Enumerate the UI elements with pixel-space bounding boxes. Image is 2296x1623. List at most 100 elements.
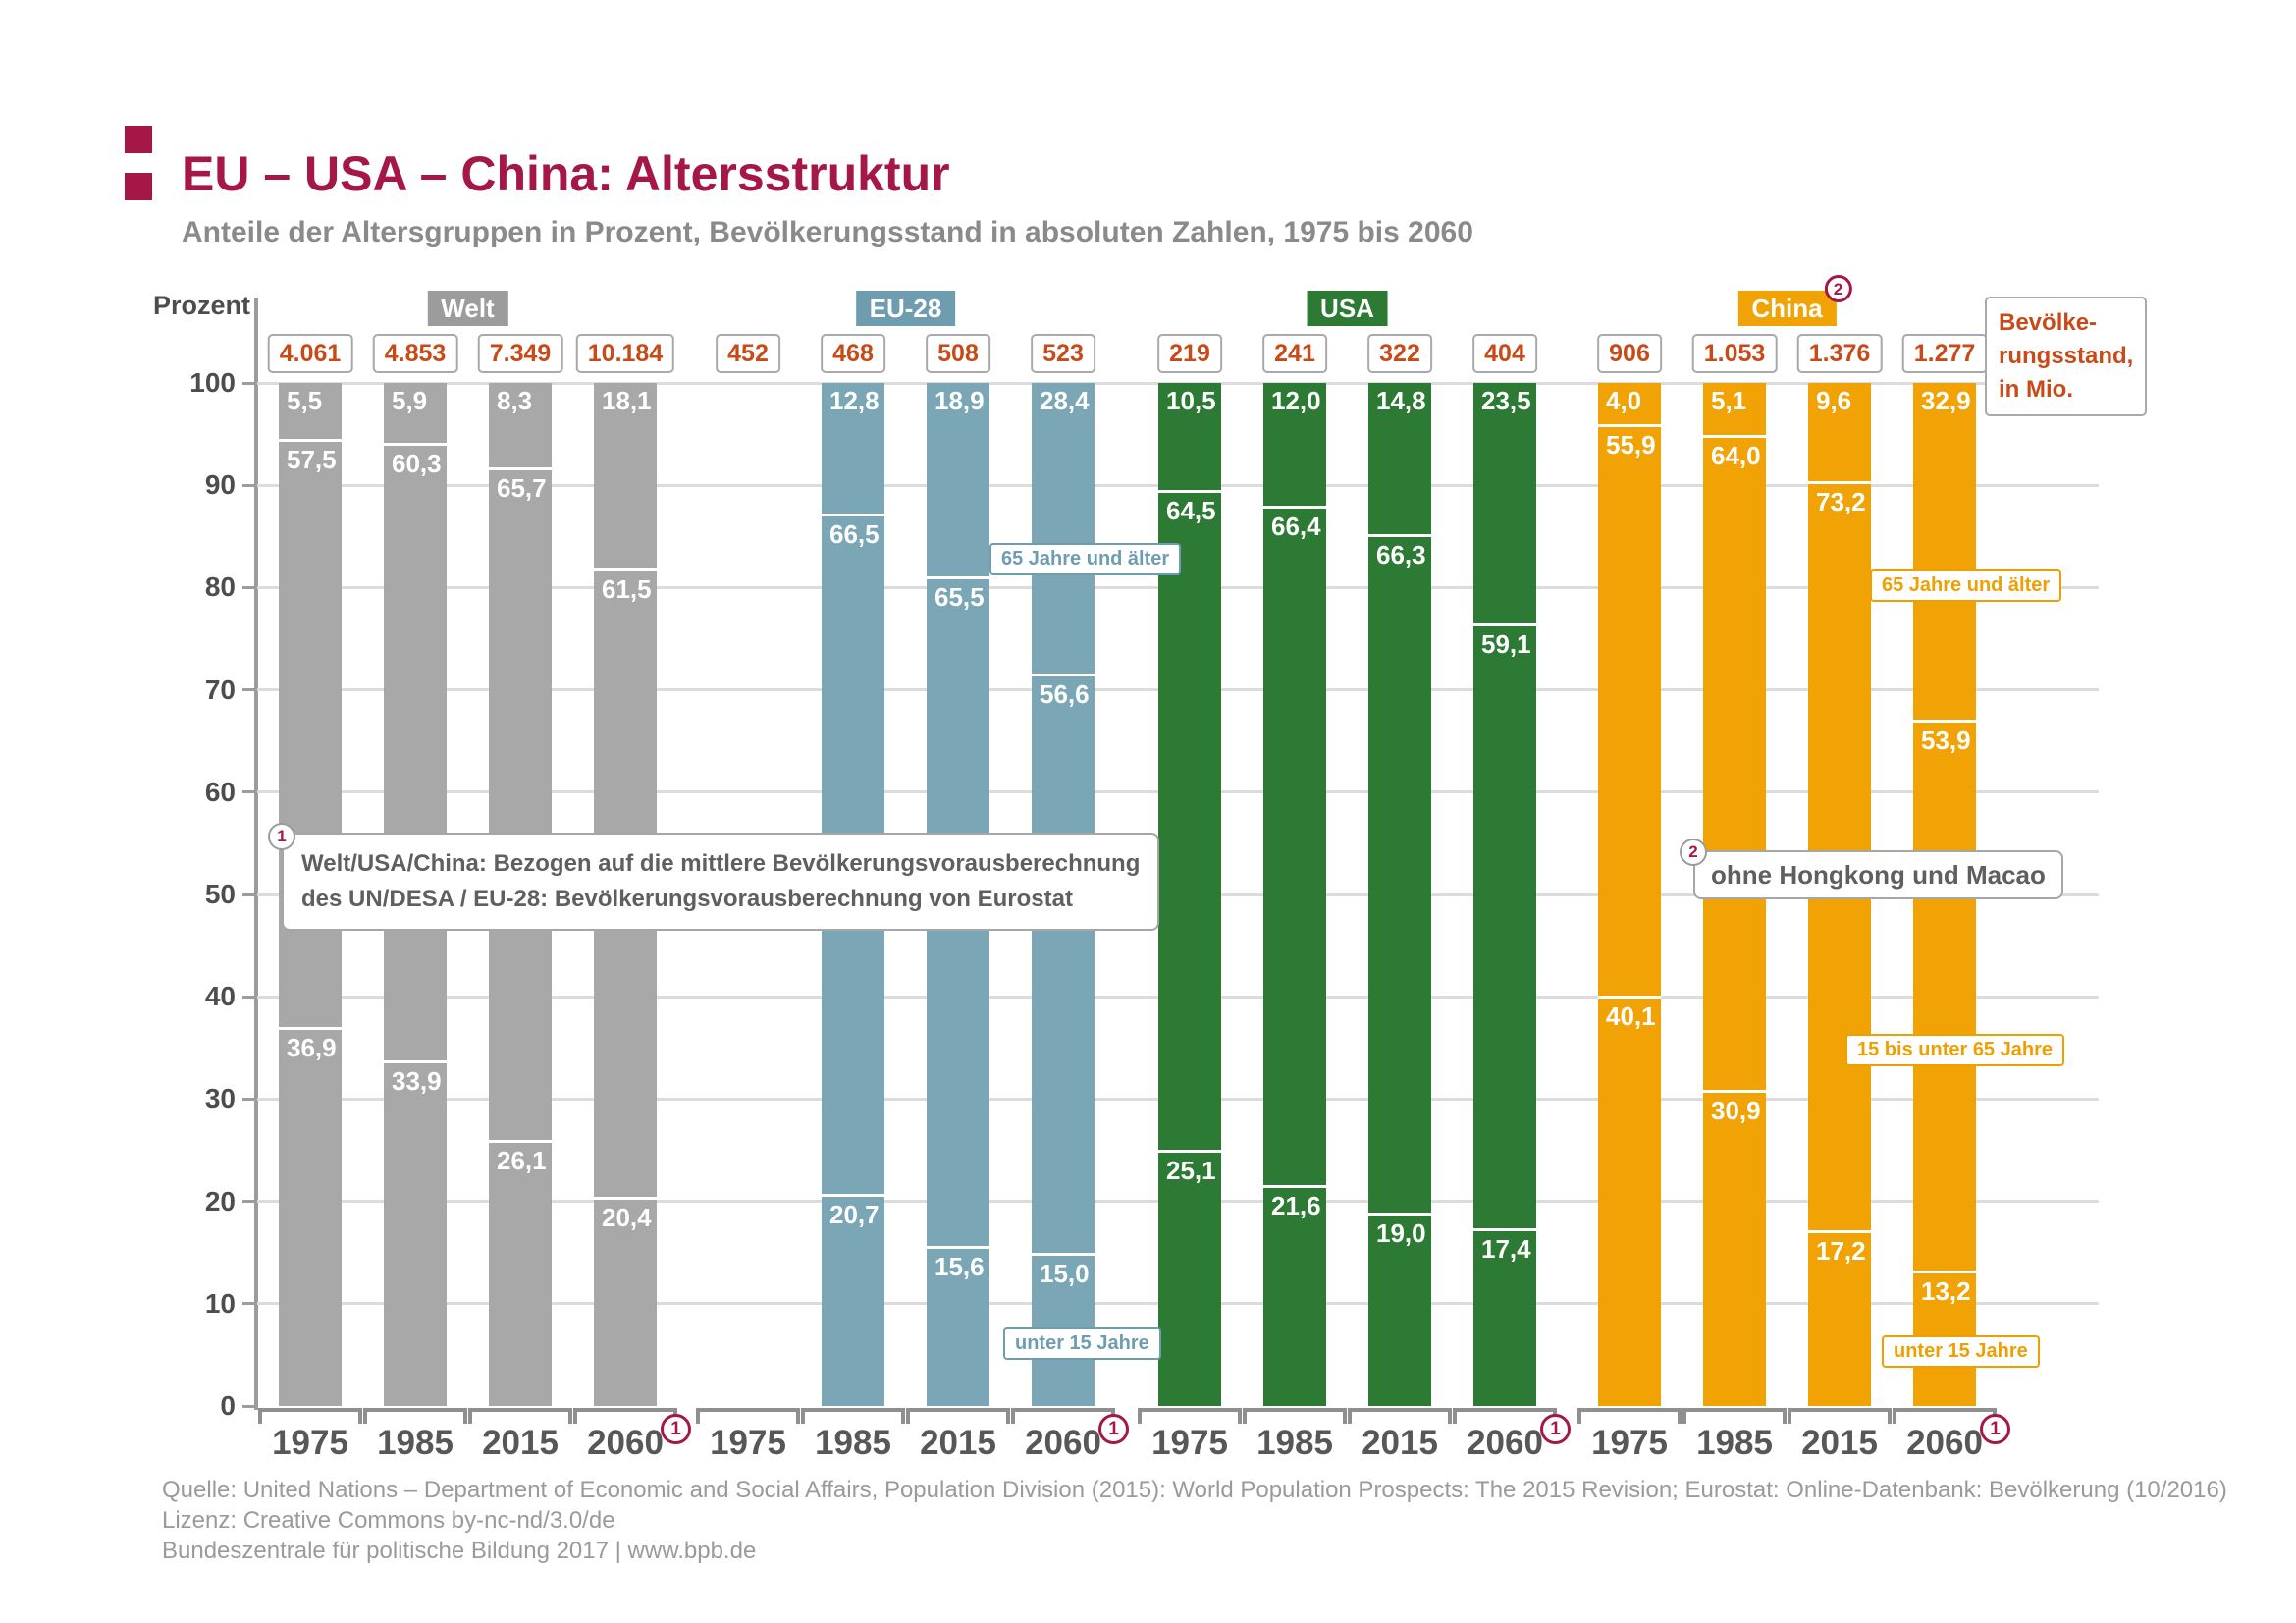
y-axis-tick-label-10: 10	[204, 1287, 236, 1319]
y-axis-tick-label-50: 50	[204, 879, 236, 909]
x-axis-bracket-china-1975	[1577, 1408, 1682, 1424]
segment-senior-china-1985: 5,1	[1703, 383, 1766, 436]
segment-under15-usa-2015: 19,0	[1368, 1213, 1431, 1406]
x-axis-bracket-usa-2015	[1348, 1408, 1452, 1424]
segment-senior-eu28-2060: 28,4	[1032, 383, 1095, 674]
x-axis-bracket-china-1985	[1682, 1408, 1787, 1424]
x-axis-year-label-usa-1985: 1985	[1256, 1424, 1333, 1462]
segment-under15-china-1985: 30,9	[1703, 1090, 1766, 1406]
segment-value-working: 60,3	[392, 449, 442, 479]
y-axis-tick-label-0: 0	[220, 1390, 236, 1421]
segment-value-working: 61,5	[602, 573, 652, 604]
x-axis-year-label-china-2060: 2060	[1906, 1424, 1983, 1462]
x-axis-year-label-welt-2060: 2060	[587, 1424, 664, 1462]
source-line-impressum: Bundeszentrale für politische Bildung 20…	[162, 1538, 757, 1564]
segment-value-senior: 8,3	[497, 386, 533, 415]
population-box-usa-2015: 322	[1367, 334, 1432, 373]
segment-under15-china-1975: 40,1	[1598, 996, 1661, 1406]
segment-value-senior: 5,9	[392, 386, 428, 415]
segment-value-working: 65,7	[497, 473, 547, 504]
segment-under15-welt-2015: 26,1	[489, 1140, 552, 1406]
x-axis-bracket-welt-1985	[363, 1408, 467, 1424]
segment-under15-usa-2060: 17,4	[1473, 1227, 1536, 1406]
segment-working-china-2060: 53,9	[1913, 719, 1976, 1271]
y-axis-tick-90	[242, 483, 255, 487]
x-axis-bracket-welt-1975	[258, 1408, 362, 1424]
year-footnote-marker-eu28-2060: 1	[1098, 1414, 1129, 1444]
eu-under15-segment-label: unter 15 Jahre	[1003, 1327, 1161, 1360]
y-axis-tick-50	[242, 893, 255, 896]
x-axis-year-label-china-2015: 2015	[1801, 1424, 1878, 1462]
population-box-china-2015: 1.376	[1796, 334, 1883, 373]
segment-working-welt-1975: 57,5	[279, 439, 342, 1028]
segment-value-working: 64,5	[1166, 496, 1216, 526]
population-box-welt-1975: 4.061	[267, 334, 353, 373]
x-axis-year-label-eu28-2015: 2015	[920, 1424, 996, 1462]
segment-senior-china-1975: 4,0	[1598, 383, 1661, 424]
population-legend-line: in Mio.	[1999, 376, 2073, 403]
segment-value-working: 57,5	[287, 445, 337, 475]
segment-value-under15: 19,0	[1376, 1218, 1426, 1249]
segment-value-under15: 40,1	[1606, 1001, 1656, 1032]
segment-value-working: 66,5	[829, 519, 880, 550]
segment-value-under15: 36,9	[287, 1033, 337, 1063]
segment-value-senior: 32,9	[1921, 386, 1971, 415]
segment-senior-eu28-2015: 18,9	[927, 383, 989, 576]
y-axis-tick-label-30: 30	[204, 1083, 236, 1114]
footnote-1-box: 1 Welt/USA/China: Bezogen auf die mittle…	[268, 823, 1160, 931]
china-senior-segment-label: 65 Jahre und älter	[1870, 569, 2062, 602]
x-axis-year-label-china-1985: 1985	[1696, 1424, 1773, 1462]
segment-value-senior: 28,4	[1040, 386, 1090, 415]
population-box-china-1975: 906	[1597, 334, 1662, 373]
segment-senior-china-2060: 32,9	[1913, 383, 1976, 720]
stacked-bar-usa-1985: 12,0 66,4 21,6	[1263, 383, 1326, 1406]
population-box-usa-1985: 241	[1262, 334, 1327, 373]
y-axis-tick-label-100: 100	[189, 367, 236, 398]
segment-working-eu28-2060: 56,6	[1032, 673, 1095, 1253]
segment-value-under15: 20,7	[829, 1200, 880, 1230]
segment-value-under15: 13,2	[1921, 1276, 1971, 1307]
x-axis-year-label-usa-1975: 1975	[1151, 1424, 1228, 1462]
population-box-eu28-2060: 523	[1031, 334, 1095, 373]
segment-value-under15: 33,9	[392, 1065, 442, 1096]
segment-working-welt-2015: 65,7	[489, 467, 552, 1141]
segment-under15-usa-1985: 21,6	[1263, 1184, 1326, 1406]
population-box-china-2060: 1.277	[1901, 334, 1988, 373]
segment-value-senior: 18,1	[602, 386, 652, 415]
segment-senior-welt-2060: 18,1	[594, 383, 657, 568]
china-working-segment-label: 15 bis unter 65 Jahre	[1845, 1034, 2064, 1066]
footnote-1-text-line: des UN/DESA / EU-28: Bevölkerungsvorausb…	[301, 886, 1073, 912]
segment-value-senior: 18,9	[934, 386, 985, 415]
group-header-welt: Welt	[427, 291, 508, 326]
segment-value-senior: 12,8	[829, 386, 880, 415]
segment-under15-eu28-2015: 15,6	[927, 1246, 989, 1406]
segment-working-welt-1985: 60,3	[384, 443, 447, 1060]
segment-value-senior: 23,5	[1481, 386, 1531, 415]
segment-senior-eu28-1985: 12,8	[822, 383, 884, 514]
y-axis-tick-label-60: 60	[204, 776, 236, 807]
y-axis-tick-20	[242, 1200, 255, 1204]
segment-value-under15: 15,6	[934, 1252, 985, 1282]
x-axis-bracket-welt-2015	[468, 1408, 572, 1424]
x-axis-year-label-welt-1985: 1985	[377, 1424, 454, 1462]
segment-value-under15: 20,4	[602, 1203, 652, 1233]
segment-value-working: 53,9	[1921, 725, 1971, 755]
y-axis-tick-30	[242, 1097, 255, 1101]
segment-value-senior: 4,0	[1606, 386, 1642, 415]
segment-value-under15: 25,1	[1166, 1156, 1216, 1186]
segment-under15-usa-1975: 25,1	[1158, 1150, 1221, 1406]
x-axis-bracket-usa-1985	[1243, 1408, 1347, 1424]
y-axis-tick-label-70: 70	[204, 674, 236, 705]
stacked-bar-china-1975: 4,0 55,9 40,1	[1598, 383, 1661, 1406]
segment-value-senior: 14,8	[1376, 386, 1426, 415]
y-axis-tick-0	[242, 1404, 255, 1408]
population-box-welt-2060: 10.184	[575, 334, 675, 373]
year-footnote-marker-usa-2060: 1	[1540, 1414, 1571, 1444]
x-axis-year-label-welt-2015: 2015	[482, 1424, 559, 1462]
china-under15-segment-label: unter 15 Jahre	[1882, 1335, 2040, 1368]
brand-square-top	[125, 126, 152, 153]
y-axis-unit-label: Prozent	[152, 291, 250, 320]
segment-under15-welt-1985: 33,9	[384, 1059, 447, 1406]
source-line-quelle: Quelle: United Nations – Department of E…	[162, 1477, 2227, 1503]
group-header-usa: USA	[1307, 291, 1388, 326]
